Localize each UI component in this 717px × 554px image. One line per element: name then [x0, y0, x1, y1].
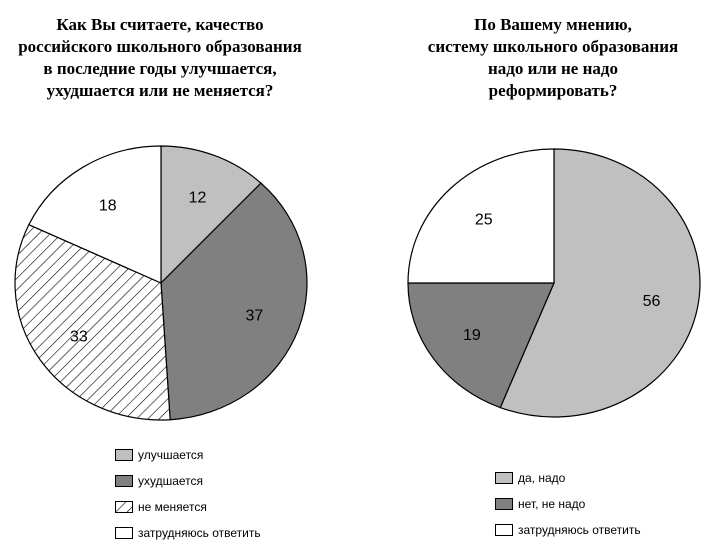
right-legend-label: затрудняюсь ответить — [518, 523, 641, 537]
right-slice-нет-не-надо — [407, 282, 555, 409]
left-slice-улучшается — [160, 145, 262, 285]
left-slice-ухудшается — [160, 182, 308, 421]
right-legend-label: да, надо — [518, 471, 566, 485]
left-legend-label: улучшается — [138, 448, 204, 462]
left-legend-item-улучшается: улучшается — [115, 448, 261, 462]
left-chart-title: Как Вы считаете, качество российского шк… — [18, 15, 302, 100]
right-legend-swatch — [495, 524, 513, 536]
right-pie-chart: 56 19 25 — [407, 148, 701, 418]
right-legend-item-нет-не-надо: нет, не надо — [495, 497, 641, 511]
right-slice-value-нет-не-надо: 19 — [463, 327, 481, 344]
left-pie-chart: 12 37 33 18 — [14, 145, 308, 421]
right-chart-title: По Вашему мнению, систему школьного обра… — [427, 15, 679, 100]
left-legend-swatch — [115, 475, 133, 487]
right-legend-swatch — [495, 472, 513, 484]
right-legend-item-да-надо: да, надо — [495, 471, 641, 485]
right-legend-label: нет, не надо — [518, 497, 586, 511]
left-slice-value-не-меняется: 33 — [70, 328, 88, 345]
left-legend-swatch — [115, 527, 133, 539]
right-slice-value-да-надо: 56 — [643, 293, 661, 310]
right-legend-swatch — [495, 498, 513, 510]
right-slice-value-затрудняюсь-ответить: 25 — [475, 212, 493, 229]
left-slice-value-затрудняюсь-ответить: 18 — [99, 197, 117, 214]
left-legend-swatch — [115, 501, 133, 513]
left-legend-label: не меняется — [138, 500, 207, 514]
left-slice-value-ухудшается: 37 — [246, 308, 264, 325]
right-legend-item-затрудняюсь-ответить: затрудняюсь ответить — [495, 523, 641, 537]
left-legend-item-ухудшается: ухудшается — [115, 474, 261, 488]
left-legend-label: ухудшается — [138, 474, 204, 488]
right-slice-затрудняюсь-ответить — [407, 148, 555, 284]
left-legend-label: затрудняюсь ответить — [138, 526, 261, 540]
right-legend: да, надо нет, не надо затрудняюсь ответить — [495, 471, 641, 549]
left-legend-swatch — [115, 449, 133, 461]
left-slice-value-улучшается: 12 — [189, 189, 207, 206]
left-legend-item-не-меняется: не меняется — [115, 500, 261, 514]
left-slice-затрудняюсь-ответить — [28, 145, 162, 284]
left-legend: улучшается ухудшается не меняется затрудняю… — [115, 448, 261, 552]
right-slice-да-надо — [499, 148, 701, 418]
left-legend-item-затрудняюсь-ответить: затрудняюсь ответить — [115, 526, 261, 540]
left-slice-не-меняется — [14, 223, 171, 421]
